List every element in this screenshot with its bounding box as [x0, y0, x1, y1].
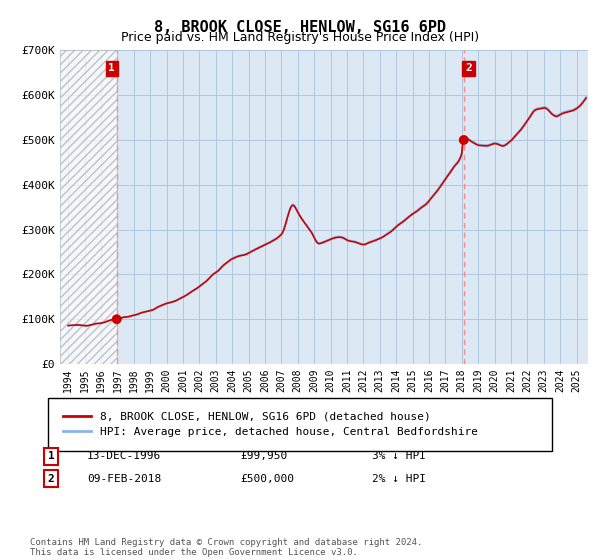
Bar: [60, 50, 117, 364]
Text: 2: 2: [47, 474, 55, 484]
Text: 3% ↓ HPI: 3% ↓ HPI: [372, 451, 426, 461]
Text: £99,950: £99,950: [240, 451, 287, 461]
Text: 8, BROOK CLOSE, HENLOW, SG16 6PD: 8, BROOK CLOSE, HENLOW, SG16 6PD: [154, 20, 446, 35]
Legend: 8, BROOK CLOSE, HENLOW, SG16 6PD (detached house), HPI: Average price, detached : 8, BROOK CLOSE, HENLOW, SG16 6PD (detach…: [59, 407, 482, 441]
Text: Contains HM Land Registry data © Crown copyright and database right 2024.
This d: Contains HM Land Registry data © Crown c…: [30, 538, 422, 557]
Text: 2% ↓ HPI: 2% ↓ HPI: [372, 474, 426, 484]
Text: 13-DEC-1996: 13-DEC-1996: [87, 451, 161, 461]
FancyBboxPatch shape: [48, 398, 552, 451]
Text: 2: 2: [465, 63, 472, 73]
Text: 1: 1: [47, 451, 55, 461]
Point: [459, 136, 469, 144]
Text: Price paid vs. HM Land Registry's House Price Index (HPI): Price paid vs. HM Land Registry's House …: [121, 31, 479, 44]
Text: £500,000: £500,000: [240, 474, 294, 484]
Point: [112, 315, 122, 324]
Text: 1: 1: [109, 63, 115, 73]
Text: 09-FEB-2018: 09-FEB-2018: [87, 474, 161, 484]
